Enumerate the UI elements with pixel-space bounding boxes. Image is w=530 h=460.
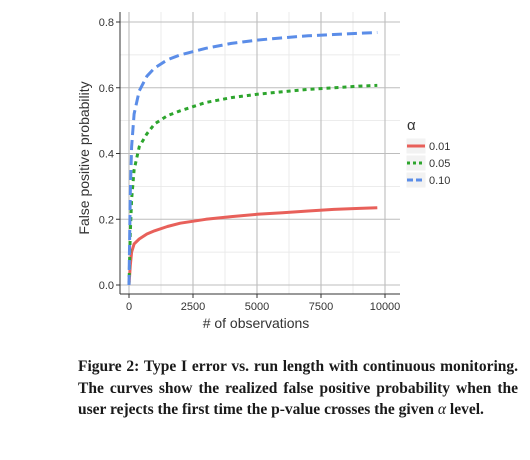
- line-chart: 0 2500 5000 7500 10000 0.0 0.2 0.4 0.6 0.8 False …: [76, 12, 450, 331]
- x-tick-label: 10000: [370, 301, 401, 313]
- y-tick-label: 0.0: [99, 280, 114, 292]
- legend-entry-0.10: 0.10: [429, 175, 450, 187]
- figure-caption: Figure 2: Type I error vs. run length wi…: [78, 356, 518, 421]
- alpha-symbol: α: [437, 401, 447, 418]
- legend: α 0.01 0.05 0.10: [405, 117, 450, 189]
- y-tick-label: 0.6: [99, 83, 114, 95]
- x-tick-label: 7500: [309, 301, 333, 313]
- y-axis-label: False positive probability: [76, 81, 92, 234]
- series-line-0.05: [127, 83, 378, 286]
- x-tick-label: 0: [126, 301, 132, 313]
- caption-text-before: The curves show the realized false posit…: [78, 379, 518, 419]
- series-lines: [127, 31, 378, 286]
- caption-text: The curves show the realized false posit…: [78, 380, 518, 419]
- caption-label: Figure 2: Type I error vs. run length wi…: [78, 358, 518, 375]
- y-tick-label: 0.2: [99, 214, 114, 226]
- x-tick-label: 2500: [181, 301, 205, 313]
- legend-entry-0.05: 0.05: [429, 158, 450, 170]
- y-tick-label: 0.4: [99, 149, 114, 161]
- caption-text-after: level.: [449, 401, 484, 418]
- legend-title: α: [407, 117, 416, 134]
- axes: 0 2500 5000 7500 10000 0.0 0.2 0.4 0.6 0.8: [99, 12, 401, 313]
- x-tick-label: 5000: [245, 301, 269, 313]
- legend-entry-0.01: 0.01: [429, 141, 450, 153]
- x-axis-label: # of observations: [203, 315, 310, 331]
- grid: [120, 12, 400, 294]
- y-tick-label: 0.8: [99, 17, 114, 29]
- series-line-0.01: [127, 206, 378, 286]
